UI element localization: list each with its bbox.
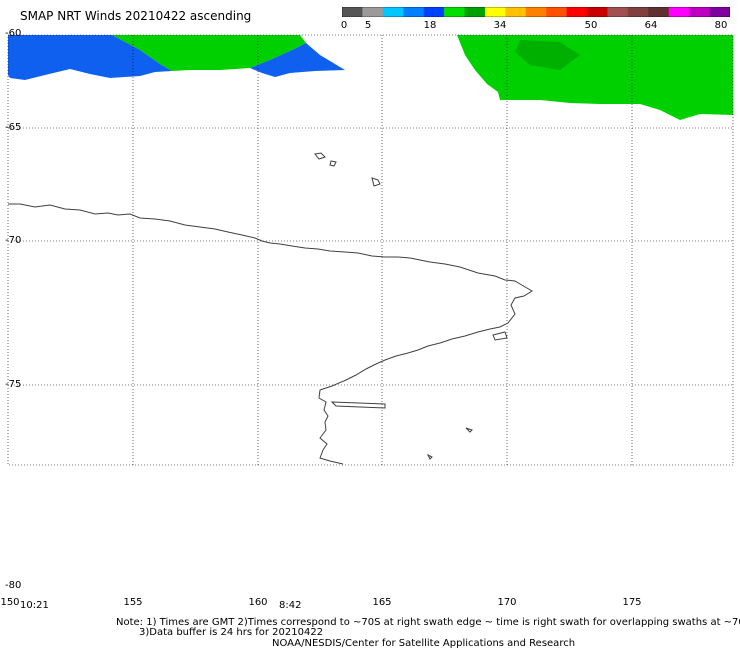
colorbar-label-18: 18 — [423, 20, 437, 31]
colorbar-cell — [668, 7, 690, 17]
lat-label-70: -70 — [5, 235, 22, 246]
lon-label-165: 165 — [372, 597, 392, 608]
colorbar-cell — [587, 7, 608, 17]
colorbar-cell — [607, 7, 629, 17]
colorbar-label-50: 50 — [584, 20, 598, 31]
colorbar-cell — [342, 7, 363, 17]
lon-label-175: 175 — [622, 597, 642, 608]
colorbar-cell — [627, 7, 649, 17]
lat-label-80: -80 — [5, 580, 22, 591]
colorbar-cell — [546, 7, 568, 17]
footer-credit: NOAA/NESDIS/Center for Satellite Applica… — [272, 638, 576, 649]
wind-swath-blue-right — [250, 43, 345, 77]
lat-label-65: -65 — [5, 122, 22, 133]
swath-time-2: 8:42 — [279, 600, 302, 611]
colorbar-cell — [709, 7, 730, 17]
colorbar-label-64: 64 — [644, 20, 658, 31]
wind-swath-green-left — [112, 35, 306, 71]
lat-label-75: -75 — [5, 379, 22, 390]
colorbar-cell — [525, 7, 547, 17]
colorbar-cell — [423, 7, 445, 17]
wind-speed-colorbar — [342, 7, 730, 17]
lon-label-160: 160 — [248, 597, 268, 608]
swath-time-1: 10:21 — [20, 600, 49, 611]
colorbar-cell — [505, 7, 527, 17]
colorbar-cell — [484, 7, 506, 17]
colorbar-label-5: 5 — [364, 20, 372, 31]
colorbar-cell — [444, 7, 466, 17]
lon-label-155: 155 — [123, 597, 143, 608]
colorbar-cell — [403, 7, 425, 17]
footer-data-buffer: 3)Data buffer is 24 hrs for 20210422 — [139, 627, 324, 638]
wind-swath-green-right — [457, 35, 733, 120]
colorbar-label-0: 0 — [340, 20, 348, 31]
lon-label-150: 150 — [0, 597, 20, 608]
antarctica-coastline — [8, 152, 533, 465]
colorbar-label-80: 80 — [714, 20, 728, 31]
wind-swath-blue-left — [8, 35, 172, 80]
colorbar-cell — [566, 7, 588, 17]
lon-label-170: 170 — [497, 597, 517, 608]
map-title: SMAP NRT Winds 20210422 ascending — [20, 9, 252, 23]
colorbar-cell — [689, 7, 711, 17]
colorbar-cell — [382, 7, 404, 17]
wind-map — [7, 34, 734, 466]
colorbar-label-34: 34 — [493, 20, 507, 31]
colorbar-cell — [464, 7, 486, 17]
colorbar-cell — [362, 7, 384, 17]
footer-note: Note: 1) Times are GMT 2)Times correspon… — [116, 617, 740, 628]
lat-label-60: -60 — [5, 28, 22, 39]
colorbar-cell — [648, 7, 670, 17]
wind-swath-darkgreen — [515, 40, 580, 70]
